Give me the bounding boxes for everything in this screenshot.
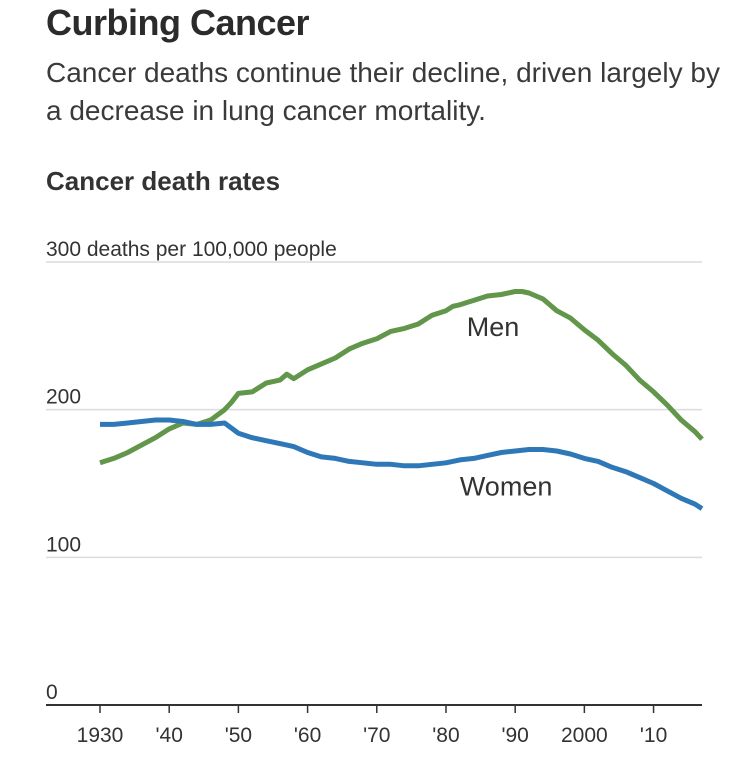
- y-tick-label: 300 deaths per 100,000 people: [46, 238, 337, 261]
- y-tick-label: 200: [46, 386, 81, 409]
- x-tick-label: '70: [363, 724, 390, 747]
- gridlines: [46, 261, 702, 713]
- chart-title: Curbing Cancer: [46, 2, 310, 43]
- x-tick-label: '10: [640, 724, 667, 747]
- series-lines: [99, 289, 704, 511]
- x-tick-label: '90: [501, 724, 528, 747]
- y-tick-label: 0: [46, 681, 58, 704]
- x-tick-label: 2000: [561, 724, 608, 747]
- axis-labels: 300 deaths per 100,000 people 200 100 0 1930…: [46, 238, 667, 747]
- chart-subtitle: Cancer deaths continue their decline, dr…: [46, 57, 720, 126]
- series-label-women: Women: [460, 471, 553, 501]
- x-tick-label: 1930: [77, 724, 124, 747]
- series-line-women: [100, 417, 704, 511]
- x-tick-label: '40: [156, 724, 183, 747]
- series-label-men: Men: [467, 312, 520, 342]
- x-tick-label: '50: [225, 724, 252, 747]
- y-tick-label: 100: [46, 533, 81, 556]
- x-tick-label: '60: [294, 724, 321, 747]
- chart-heading: Cancer death rates: [46, 166, 281, 196]
- x-tick-label: '80: [432, 724, 459, 747]
- series-line-men: [99, 289, 704, 466]
